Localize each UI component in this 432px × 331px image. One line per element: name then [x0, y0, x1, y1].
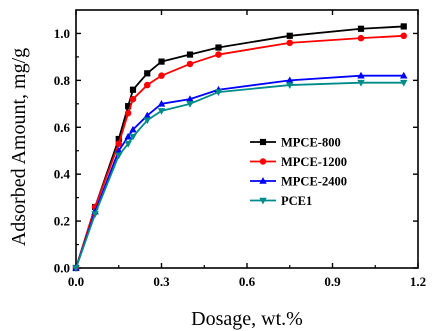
data-point: [115, 135, 122, 143]
data-point: [357, 34, 365, 42]
data-point: [129, 86, 137, 93]
data-point: [129, 95, 137, 103]
series-mpce-800: [72, 23, 407, 272]
series-line: [75, 74, 404, 269]
legend-item: MPCE-800: [250, 136, 341, 150]
data-point: [158, 72, 165, 79]
series-layer: [72, 23, 408, 272]
legend-item: MPCE-1200: [250, 155, 347, 169]
data-point: [357, 25, 365, 32]
y-tick-label: 0.0: [54, 261, 70, 276]
data-point: [124, 140, 132, 148]
x-tick-label: 0.6: [239, 274, 256, 289]
series-pce1: [72, 79, 408, 272]
legend-marker: [259, 177, 267, 184]
legend-marker: [259, 158, 267, 165]
legend-item: PCE1: [250, 194, 312, 208]
data-point: [91, 211, 99, 218]
y-tick-label: 0.8: [54, 73, 71, 88]
series-line: [75, 81, 404, 269]
series-mpce-2400: [72, 71, 408, 271]
data-point: [215, 44, 222, 51]
x-tick-label: 1.2: [410, 274, 426, 289]
legend-label: MPCE-800: [281, 136, 341, 150]
data-point: [286, 32, 293, 39]
data-point: [157, 108, 166, 115]
data-point: [129, 125, 137, 133]
data-point: [158, 58, 165, 65]
x-axis-title: Dosage, wt.%: [191, 308, 303, 330]
y-tick-label: 0.4: [54, 167, 71, 182]
data-point: [115, 152, 123, 160]
data-point: [143, 117, 151, 125]
data-point: [125, 103, 132, 110]
x-tick-label: 0.3: [153, 274, 170, 289]
data-point: [124, 132, 132, 140]
y-tick-label: 0.6: [54, 120, 71, 135]
data-point: [143, 111, 151, 119]
data-point: [129, 133, 137, 141]
data-point: [357, 71, 365, 79]
data-point: [143, 81, 151, 89]
data-point: [186, 95, 194, 102]
data-point: [215, 51, 222, 58]
data-point: [186, 60, 194, 68]
x-tick-label: 0.0: [68, 274, 84, 289]
x-tick-label: 0.9: [324, 274, 341, 289]
legend-label: PCE1: [281, 194, 312, 208]
data-point: [144, 70, 151, 77]
series-line: [75, 25, 404, 269]
data-point: [124, 109, 132, 117]
ticks-layer: 0.0 0.3 0.6 0.9 1.2 0.0 0.2 0.4 0.6 0.8 1.0: [54, 10, 426, 289]
data-point: [400, 71, 408, 79]
legend: MPCE-800 MPCE-1200 MPCE-2400 PCE1: [250, 136, 347, 208]
data-point: [214, 89, 223, 96]
y-axis-title: Adsorbed Amount, mg/g: [8, 48, 30, 246]
data-point: [115, 140, 123, 147]
data-point: [357, 79, 365, 87]
legend-item: MPCE-2400: [250, 175, 347, 189]
data-point: [157, 99, 166, 107]
data-point: [286, 76, 294, 84]
data-point: [400, 79, 408, 87]
data-point: [186, 101, 194, 108]
legend-marker: [259, 197, 267, 205]
y-tick-label: 0.2: [54, 214, 70, 229]
legend-marker: [259, 138, 267, 146]
data-point: [72, 265, 80, 272]
data-point: [400, 23, 407, 30]
series-line: [75, 34, 404, 269]
data-point: [286, 39, 294, 47]
legend-label: MPCE-1200: [281, 155, 347, 169]
data-point: [286, 82, 294, 89]
legend-label: MPCE-2400: [281, 175, 347, 189]
y-tick-label: 1.0: [54, 26, 70, 41]
series-mpce-1200: [72, 32, 408, 272]
data-point: [400, 32, 408, 40]
data-point: [186, 51, 194, 58]
